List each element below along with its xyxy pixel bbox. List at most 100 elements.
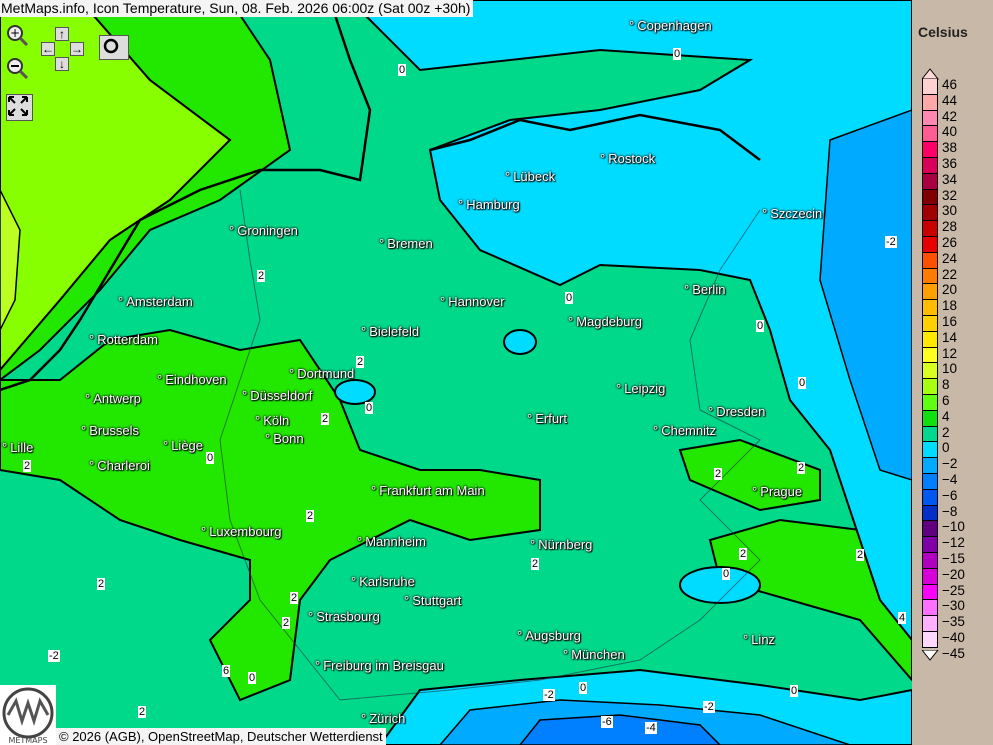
contour-label: 0 (798, 377, 807, 389)
contour-label: 2 (23, 460, 32, 472)
legend-swatch (922, 110, 938, 127)
legend-swatch (922, 173, 938, 190)
legend-swatch (922, 268, 938, 285)
city-label: Karlsruhe (351, 574, 415, 589)
legend-swatch (922, 284, 938, 301)
legend-swatch (922, 553, 938, 569)
camera-icon[interactable] (99, 35, 129, 60)
pan-left-button[interactable]: ← (41, 42, 55, 56)
legend-label: −12 (942, 535, 965, 551)
legend-label: 38 (942, 140, 958, 156)
legend-swatch (922, 584, 938, 601)
city-label: Antwerp (85, 391, 141, 406)
contour-label: -6 (601, 716, 613, 728)
city-label: München (563, 647, 624, 662)
pan-up-button[interactable]: ↑ (55, 27, 69, 41)
city-label: Dresden (708, 404, 765, 419)
metmaps-logo: METMAPS (0, 685, 56, 745)
contour-label: 0 (206, 452, 215, 464)
legend-swatch (922, 221, 938, 237)
legend-swatch (922, 600, 938, 617)
zoom-out-icon[interactable] (6, 57, 28, 79)
city-label: Lübeck (505, 169, 555, 184)
legend-label: 46 (942, 77, 958, 92)
city-label: Rotterdam (89, 332, 158, 347)
legend-label: 8 (942, 377, 950, 393)
legend-label: 6 (942, 393, 950, 408)
legend-swatch (922, 505, 938, 522)
legend-swatch (922, 126, 938, 143)
legend-swatch (922, 442, 938, 459)
city-label: Bremen (379, 236, 433, 251)
city-label: Zürich (361, 711, 405, 726)
city-label: Groningen (229, 223, 298, 238)
city-label: Stuttgart (404, 593, 461, 608)
legend-swatch (922, 237, 938, 253)
legend-swatch (922, 79, 938, 95)
legend-label: 16 (942, 314, 958, 329)
contour-label: 2 (290, 592, 299, 604)
temperature-legend: Celsius 46 44 42 40 38 36 34 32 30 28 26 24 22 20 18 16… (912, 0, 993, 745)
city-label: Leipzig (616, 381, 665, 396)
cold-spot (503, 329, 537, 355)
band-minus6-4-alps (519, 714, 722, 745)
zoom-in-icon[interactable]: + (6, 24, 28, 46)
contour-label: 2 (356, 356, 365, 368)
fullscreen-icon[interactable] (6, 94, 33, 121)
city-label: Bonn (265, 431, 303, 446)
legend-label: −40 (942, 630, 965, 645)
contour-label: 2 (856, 549, 865, 561)
contour-label: 2 (321, 413, 330, 425)
city-label: Erfurt (527, 411, 567, 426)
legend-label: −15 (942, 551, 965, 566)
city-label: Luxembourg (201, 524, 281, 539)
legend-label: 26 (942, 235, 958, 250)
legend-swatch (922, 426, 938, 443)
coastline (429, 113, 761, 161)
city-label: Dortmund (289, 366, 354, 381)
city-label: Hannover (440, 294, 504, 309)
legend-swatch (922, 94, 938, 111)
legend-bottom-arrow (922, 650, 939, 661)
city-label: Copenhagen (629, 18, 711, 33)
legend-label: 0 (942, 440, 950, 456)
legend-label: 40 (942, 124, 958, 140)
city-label: Brussels (81, 423, 139, 438)
legend-swatch (922, 395, 938, 411)
svg-text:+: + (10, 26, 20, 40)
contour-label: 2 (97, 578, 106, 590)
city-label: Prague (752, 484, 802, 499)
city-label: Bielefeld (361, 324, 419, 339)
legend-swatch (922, 616, 938, 632)
coastline (0, 0, 372, 392)
city-label: Szczecin (762, 206, 822, 221)
temperature-map[interactable]: MetMaps.info, Icon Temperature, Sun, 08.… (0, 0, 912, 745)
legend-swatch (922, 379, 938, 395)
legend-label: 20 (942, 282, 958, 298)
legend-label: 32 (942, 187, 958, 203)
pan-down-button[interactable]: ↓ (55, 57, 69, 71)
city-label: Berlin (684, 282, 725, 297)
city-label: Eindhoven (157, 372, 226, 387)
legend-label: 22 (942, 266, 958, 282)
contour-label: 2 (714, 468, 723, 480)
legend-label: −6 (942, 487, 958, 503)
pan-right-button[interactable]: → (70, 42, 84, 56)
contour-label: 4 (898, 612, 907, 624)
legend-label: 28 (942, 219, 958, 235)
legend-unit: Celsius (918, 24, 968, 40)
legend-swatch (922, 489, 938, 506)
city-label: Lille (2, 440, 33, 455)
legend-label: 2 (942, 424, 950, 440)
legend-label: 4 (942, 408, 950, 424)
svg-text:METMAPS: METMAPS (8, 736, 47, 745)
contour-label: 2 (797, 462, 806, 474)
city-label: Freiburg im Breisgau (315, 658, 444, 673)
legend-swatch (922, 252, 938, 269)
band-2-4-west (0, 0, 292, 382)
cold-spot (334, 379, 376, 405)
contour-label: 0 (673, 48, 682, 60)
contour-label: 0 (365, 402, 374, 414)
legend-swatch (922, 331, 938, 348)
city-label: Linz (743, 632, 775, 647)
